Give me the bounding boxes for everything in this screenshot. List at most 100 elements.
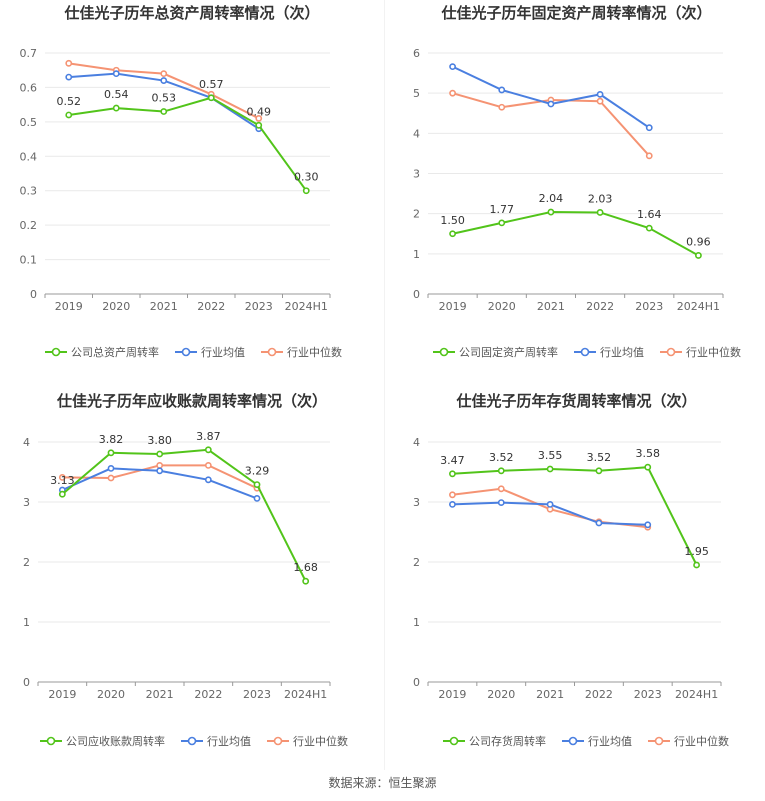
x-tick-label: 2024H1 bbox=[285, 300, 328, 313]
data-point bbox=[112, 70, 120, 78]
data-point bbox=[253, 495, 261, 502]
data-point bbox=[449, 470, 456, 478]
data-label: 3.58 bbox=[636, 447, 661, 460]
legend-swatch-marker bbox=[267, 347, 277, 357]
y-tick-label: 0.6 bbox=[20, 81, 38, 94]
data-point bbox=[107, 449, 115, 457]
data-point bbox=[596, 209, 604, 216]
data-label: 0.57 bbox=[199, 78, 224, 91]
data-label: 0.96 bbox=[686, 235, 711, 248]
legend-label: 行业中位数 bbox=[686, 345, 741, 359]
data-label: 3.52 bbox=[587, 451, 612, 464]
data-point bbox=[160, 70, 168, 78]
legend-swatch-marker bbox=[666, 347, 676, 357]
panel-divider bbox=[384, 0, 385, 770]
data-point bbox=[595, 519, 603, 527]
data-point bbox=[65, 73, 73, 81]
data-point bbox=[255, 115, 263, 122]
data-point bbox=[693, 561, 700, 569]
series-line bbox=[452, 466, 698, 566]
data-point bbox=[497, 485, 505, 493]
x-tick-label: 2021 bbox=[537, 300, 565, 313]
chart-panel-fixed-asset-turnover: 仕佳光子历年固定资产周转率情况（次） 0 1 2 3 4 5 6 2019 2020 2021 20… bbox=[388, 0, 765, 385]
x-tick-label: 2021 bbox=[150, 300, 178, 313]
data-point bbox=[497, 467, 505, 475]
x-tick-label: 2020 bbox=[488, 300, 516, 313]
data-point bbox=[204, 462, 212, 469]
legend-swatch-marker bbox=[654, 736, 664, 746]
x-tick-label: 2023 bbox=[635, 300, 663, 313]
x-tick-label: 2024H1 bbox=[284, 688, 327, 701]
data-point bbox=[644, 521, 652, 529]
data-point bbox=[645, 124, 653, 132]
legend-label: 公司固定资产周转率 bbox=[459, 345, 558, 359]
data-point bbox=[156, 462, 164, 469]
data-point bbox=[156, 467, 164, 475]
data-point bbox=[58, 474, 66, 481]
data-point bbox=[65, 111, 73, 119]
data-label: 1.50 bbox=[440, 214, 465, 227]
chart-svg: 0 0.1 0.2 0.3 0.4 0.5 0.6 0.7 2019 2020 2021 2022 20… bbox=[20, 47, 343, 359]
data-point bbox=[546, 465, 554, 473]
x-tick-label: 2022 bbox=[585, 688, 613, 701]
legend-label: 行业均值 bbox=[207, 735, 251, 748]
data-point bbox=[302, 187, 310, 195]
chart-svg: 0 1 2 3 4 5 6 2019 2020 2021 2022 2023 2024H1 1.50 1.7… bbox=[413, 47, 741, 359]
data-label: 0.49 bbox=[247, 105, 272, 118]
data-point bbox=[498, 219, 506, 227]
x-tick-label: 2020 bbox=[97, 688, 125, 701]
legend-swatch-marker bbox=[187, 736, 197, 746]
x-tick-label: 2019 bbox=[439, 300, 467, 313]
data-source-note: 数据来源：恒生聚源 bbox=[328, 776, 437, 790]
data-point bbox=[449, 491, 456, 499]
data-point bbox=[255, 121, 263, 129]
chart-title: 仕佳光子历年总资产周转率情况（次） bbox=[64, 4, 320, 22]
data-label: 1.95 bbox=[684, 545, 709, 558]
y-tick-label: 6 bbox=[413, 47, 420, 60]
y-tick-label: 0 bbox=[413, 676, 420, 689]
chart-svg: 0 1 2 3 4 2019 2020 2021 2022 2023 2024H1 3.47 3.52 3… bbox=[413, 436, 729, 748]
data-point bbox=[645, 224, 653, 232]
data-label: 2.03 bbox=[588, 192, 613, 205]
data-label: 3.55 bbox=[538, 449, 563, 462]
data-point bbox=[160, 108, 168, 115]
data-point bbox=[449, 230, 456, 238]
data-label: 2.04 bbox=[539, 192, 564, 205]
chart-title: 仕佳光子历年固定资产周转率情况（次） bbox=[441, 4, 712, 22]
data-point bbox=[207, 94, 215, 102]
x-tick-label: 2023 bbox=[243, 688, 271, 701]
data-point bbox=[546, 501, 554, 508]
data-point bbox=[107, 465, 115, 472]
data-point bbox=[107, 474, 115, 482]
y-tick-label: 0.1 bbox=[20, 254, 38, 267]
data-label: 0.53 bbox=[152, 92, 177, 105]
legend-swatch-marker bbox=[580, 347, 590, 357]
data-point bbox=[58, 490, 66, 498]
data-label: 3.47 bbox=[440, 454, 465, 467]
y-tick-label: 3 bbox=[413, 496, 420, 509]
data-point bbox=[695, 252, 702, 259]
data-label: 0.54 bbox=[104, 88, 129, 101]
legend-swatch-marker bbox=[439, 347, 449, 357]
x-tick-label: 2019 bbox=[55, 300, 83, 313]
x-tick-label: 2022 bbox=[194, 688, 222, 701]
data-label: 1.77 bbox=[490, 203, 515, 216]
chart-title: 仕佳光子历年存货周转率情况（次） bbox=[456, 392, 697, 410]
data-label: 1.68 bbox=[293, 561, 318, 574]
legend-swatch-marker bbox=[568, 736, 578, 746]
chart-panel-receivables-turnover: 仕佳光子历年应收账款周转率情况（次） 0 1 2 3 4 2019 2020 2021 2022… bbox=[0, 388, 384, 773]
y-tick-label: 0 bbox=[413, 288, 420, 301]
data-point bbox=[302, 577, 310, 585]
data-point bbox=[449, 89, 456, 97]
x-tick-label: 2023 bbox=[245, 300, 273, 313]
chart-svg: 0 1 2 3 4 2019 2020 2021 2022 2023 2024H1 3.13 3.82 3… bbox=[23, 430, 348, 748]
data-label: 3.13 bbox=[50, 474, 75, 487]
y-tick-label: 0 bbox=[30, 288, 37, 301]
y-tick-label: 1 bbox=[413, 248, 420, 261]
y-tick-label: 2 bbox=[413, 208, 420, 221]
data-label: 0.30 bbox=[294, 171, 319, 184]
legend-label: 行业中位数 bbox=[287, 345, 342, 359]
data-point bbox=[449, 501, 456, 508]
data-point bbox=[498, 86, 506, 94]
data-label: 1.64 bbox=[637, 208, 662, 221]
